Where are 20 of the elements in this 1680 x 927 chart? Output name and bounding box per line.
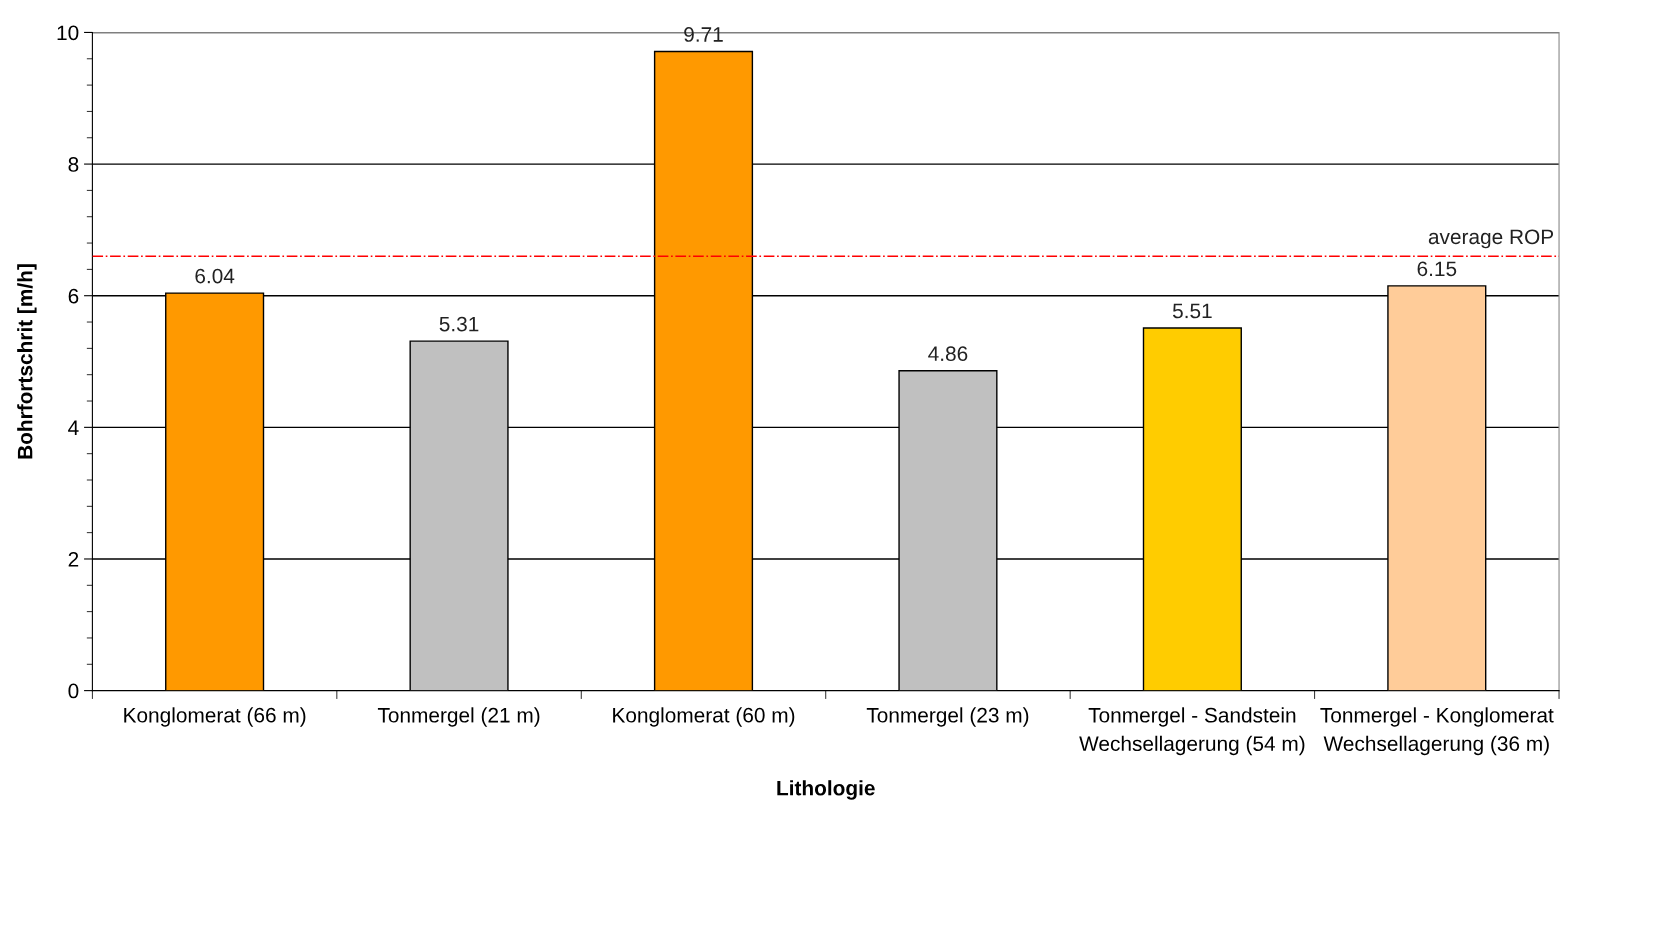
x-tick-label: Tonmergel - Sandstein Wechsellagerung (54 m)	[1079, 707, 1305, 756]
y-tick-label: 6	[68, 288, 79, 304]
y-tick-label: 0	[68, 683, 79, 699]
y-axis-title: Bohrfortschrit [m/h]	[17, 264, 37, 459]
data-label: 6.04	[195, 268, 235, 284]
data-label: 6.15	[1417, 261, 1457, 277]
x-tick-label: Konglomerat (60 m)	[613, 707, 795, 727]
y-tick-label: 2	[68, 551, 79, 567]
x-tick-label: Tonmergel (23 m)	[866, 707, 1029, 727]
data-label: 5.31	[439, 316, 479, 332]
x-tick-label: Tonmergel - Konglomerat Wechsellagerung (36 m)	[1320, 707, 1554, 756]
data-label: 4.86	[928, 346, 968, 362]
x-tick-label: Konglomerat (66 m)	[124, 707, 306, 727]
y-tick-label: 10	[57, 25, 79, 41]
ref-line-label: average ROP	[1428, 229, 1554, 249]
y-tick-label: 4	[68, 420, 79, 435]
x-axis-title: Lithologie	[777, 780, 875, 800]
y-tick-label: 8	[68, 157, 79, 172]
x-tick-label: Tonmergel (21 m)	[377, 707, 540, 727]
data-label: 5.51	[1172, 303, 1212, 319]
